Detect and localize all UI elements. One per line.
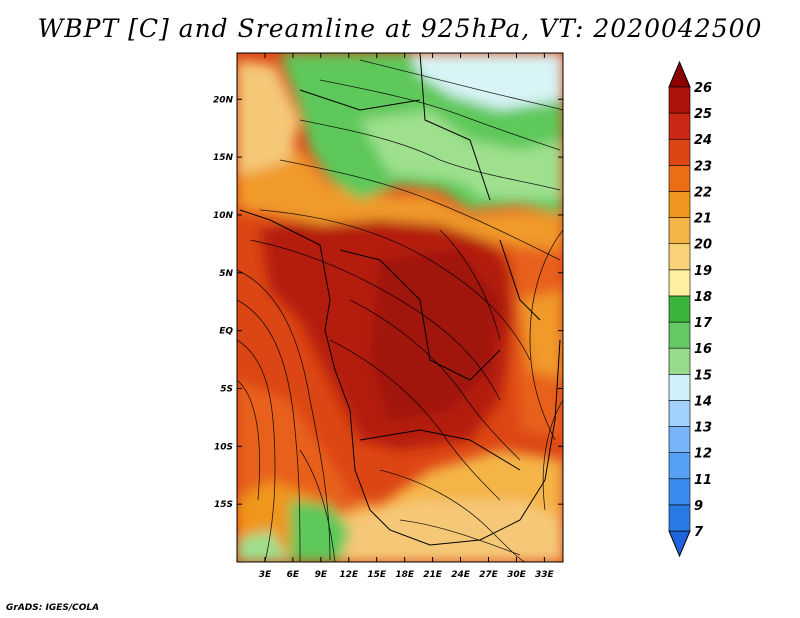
colorbar-segment (668, 138, 691, 166)
wbpt-field (237, 53, 563, 562)
lat-tick-label: 15N (213, 153, 234, 163)
colorbar-segment (668, 191, 691, 218)
colorbar-label: 19 (694, 264, 712, 279)
colorbar-label: 21 (694, 212, 712, 227)
colorbar-segment (668, 400, 691, 427)
lon-tick-label: 27E (479, 570, 499, 580)
coastline-lines (239, 53, 561, 546)
map-title: WBPT [C] and Sreamline at 925hPa, VT: 20… (37, 14, 763, 43)
colorbar-label: 9 (694, 499, 703, 514)
lon-tick-label: 24E (451, 570, 471, 580)
lon-tick-label: 9E (315, 570, 328, 580)
colorbar-segment (668, 86, 691, 114)
colorbar-label: 13 (694, 421, 712, 436)
colorbar-segment (668, 269, 691, 297)
colorbar: 7 9 11 12 13 14 15 16 17 18 19 20 21 22 23 24 25 26 (668, 60, 713, 558)
colorbar-label: 14 (694, 394, 712, 409)
colorbar-segment (668, 217, 691, 245)
map-frame (236, 52, 564, 563)
colorbar-label: 20 (694, 238, 712, 253)
colorbar-top-arrow (668, 60, 691, 88)
colorbar-label: 18 (694, 290, 712, 305)
lat-tick-label: 5N (219, 269, 233, 279)
colorbar-label: 11 (694, 473, 712, 488)
lat-tick-label: 10S (214, 442, 233, 452)
lon-tick-label: 3E (259, 570, 272, 580)
lon-tick-label: 6E (287, 570, 300, 580)
colorbar-label: 17 (694, 316, 713, 331)
lat-tick-label: 10N (213, 211, 234, 221)
colorbar-segment (668, 452, 691, 480)
colorbar-segment (668, 321, 691, 349)
colorbar-label: 25 (694, 107, 712, 122)
lon-tick-label: 12E (339, 570, 359, 580)
streamlines (237, 59, 563, 562)
colorbar-label: 26 (694, 81, 712, 96)
colorbar-segment (668, 373, 691, 401)
colorbar-segment (668, 347, 691, 375)
lon-tick-label: 21E (423, 570, 443, 580)
colorbar-label: 24 (694, 133, 712, 148)
colorbar-segment (668, 295, 691, 323)
lon-tick-label: 33E (535, 570, 555, 580)
colorbar-bottom-arrow (668, 530, 691, 558)
lat-tick-label: EQ (219, 327, 233, 337)
colorbar-label: 7 (694, 525, 704, 540)
lon-tick-label: 18E (395, 570, 415, 580)
lat-tick-label: 15S (214, 500, 233, 510)
colorbar-segment (668, 504, 691, 532)
lon-tick-label: 15E (367, 570, 387, 580)
lat-tick-label: 5S (220, 384, 233, 394)
latitude-axis: 20N 15N 10N 5N EQ 5S 10S 15S (213, 95, 563, 510)
lon-tick-label: 30E (507, 570, 527, 580)
colorbar-segment (668, 112, 691, 140)
colorbar-label: 23 (694, 159, 712, 174)
colorbar-segment (668, 478, 691, 506)
grads-credit: GrADS: IGES/COLA (6, 603, 100, 613)
colorbar-label: 16 (694, 342, 712, 357)
colorbar-segment (668, 165, 691, 192)
colorbar-label: 12 (694, 447, 712, 462)
lat-tick-label: 20N (213, 95, 234, 105)
colorbar-segment (668, 426, 691, 453)
colorbar-segment (668, 243, 691, 271)
colorbar-label: 15 (694, 368, 712, 383)
longitude-axis: 3E 6E 9E 12E 15E 18E 21E 24E 27E 30E 33E (259, 53, 555, 580)
colorbar-label: 22 (694, 185, 712, 200)
